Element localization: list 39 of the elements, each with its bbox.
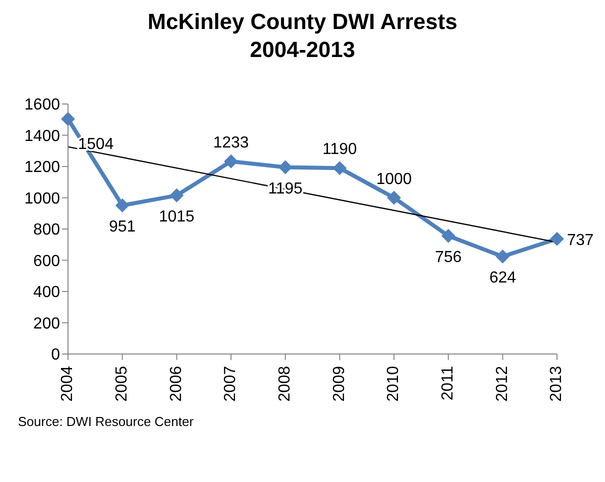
y-tick-label: 1000 <box>24 190 60 208</box>
data-label: 1015 <box>158 208 195 226</box>
data-label: 951 <box>108 218 136 236</box>
y-tick-label: 1400 <box>24 128 60 145</box>
x-tick-label: 2004 <box>59 366 76 402</box>
x-tick-label: 2008 <box>276 366 294 402</box>
x-tick-label: 2012 <box>494 366 511 402</box>
data-label: 1000 <box>376 170 412 188</box>
x-tick-label: 2005 <box>114 366 131 402</box>
y-tick-label: 800 <box>33 222 60 239</box>
y-tick-label: 200 <box>33 315 60 332</box>
point <box>224 154 238 168</box>
x-tick-label: 2011 <box>440 366 457 400</box>
point <box>170 188 184 202</box>
source-note: Source: DWI Resource Center <box>18 414 195 429</box>
data-label: 624 <box>489 270 516 286</box>
x-tick-label: 2007 <box>222 366 240 402</box>
point <box>441 228 456 243</box>
y-tick-label: 400 <box>33 284 60 302</box>
point <box>115 198 130 212</box>
data-label: 737 <box>567 232 594 249</box>
point <box>61 112 75 126</box>
y-tick-label: 0 <box>51 346 60 364</box>
x-tick-label: 2010 <box>385 366 402 402</box>
point <box>387 190 401 205</box>
point <box>332 161 347 176</box>
data-label: 1190 <box>322 141 357 158</box>
point <box>550 232 564 246</box>
y-tick-label: 1600 <box>24 96 60 114</box>
data-label: 756 <box>434 248 462 266</box>
data-label: 1233 <box>213 134 249 152</box>
x-tick-label: 2009 <box>330 366 348 402</box>
x-tick-label: 2013 <box>548 366 566 402</box>
point <box>496 250 510 264</box>
point <box>278 160 292 174</box>
y-tick-label: 1200 <box>24 159 60 176</box>
chart-title: McKinley County DWI Arrests 2004-2013 <box>146 8 458 64</box>
x-tick-label: 2006 <box>168 366 185 402</box>
y-tick-label: 600 <box>33 252 60 270</box>
